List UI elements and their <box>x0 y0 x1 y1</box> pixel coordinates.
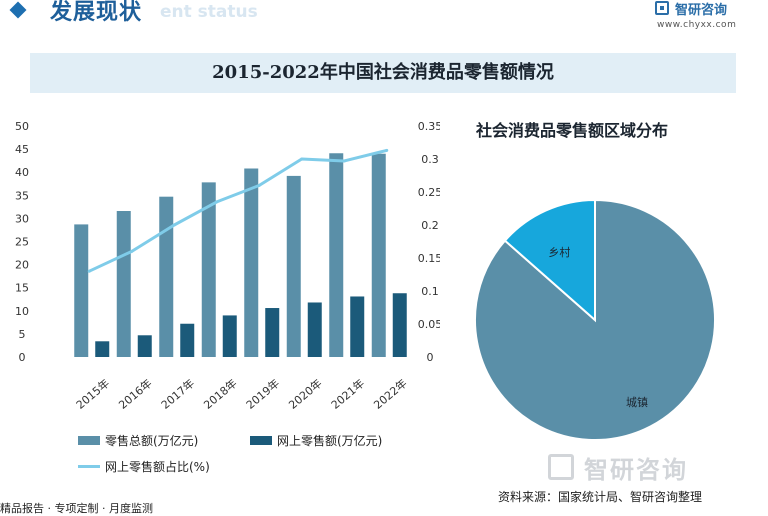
brand-logo: 智研咨询 www.chyxx.com <box>655 0 765 34</box>
y-right-tick-label-0: 0 <box>427 351 434 364</box>
ratio-point-6 <box>342 159 346 163</box>
legend-item-online: 网上零售额(万亿元) <box>250 432 382 449</box>
bar-total-4 <box>244 168 259 357</box>
watermark-logo: 智研咨询 <box>548 450 748 484</box>
y-left-tick-label-3: 15 <box>15 282 29 295</box>
x-tick-label-3: 2018年 <box>201 376 240 412</box>
chart-legend: 零售总额(万亿元) 网上零售额(万亿元) 网上零售额占比(%) <box>70 432 450 482</box>
pie-label-0: 城镇 <box>626 395 648 409</box>
legend-label-total: 零售总额(万亿元) <box>105 434 199 448</box>
ratio-point-3 <box>215 200 219 204</box>
y-left-tick-label-5: 25 <box>15 236 29 249</box>
bar-total-5 <box>286 175 301 357</box>
bar-total-2 <box>159 196 174 357</box>
bar-online-3 <box>222 315 237 357</box>
bar-online-5 <box>307 302 322 357</box>
bar-online-6 <box>350 296 365 357</box>
ratio-point-5 <box>300 157 304 161</box>
x-tick-label-1: 2016年 <box>116 376 155 412</box>
pie-label-1: 乡村 <box>548 245 570 259</box>
pie-chart: 城镇 乡村 <box>474 198 716 441</box>
section-title: 发展现状 <box>50 0 143 25</box>
data-source: 资料来源：国家统计局、智研咨询整理 <box>498 490 703 504</box>
chart-main-title: 2015-2022年中国社会消费品零售额情况 <box>212 62 554 83</box>
legend-swatch-total <box>78 436 100 445</box>
ratio-point-0 <box>87 269 91 273</box>
legend-label-online: 网上零售额(万亿元) <box>277 434 383 448</box>
bar-total-7 <box>371 153 386 357</box>
y-left-tick-label-0: 0 <box>19 351 26 364</box>
x-tick-label-0: 2015年 <box>73 376 112 412</box>
ratio-point-4 <box>257 183 261 187</box>
x-tick-label-4: 2019年 <box>243 376 282 412</box>
y-right-tick-label-5: 0.25 <box>418 186 440 199</box>
legend-label-ratio: 网上零售额占比(%) <box>105 460 210 474</box>
brand-mark-icon <box>655 1 669 15</box>
ratio-point-1 <box>130 249 134 253</box>
bar-total-0 <box>74 224 89 357</box>
legend-item-ratio: 网上零售额占比(%) <box>78 458 210 475</box>
y-left-tick-label-6: 30 <box>15 212 29 225</box>
bar-online-0 <box>95 341 110 357</box>
watermark-mark-icon <box>548 454 574 480</box>
y-left-tick-label-9: 45 <box>15 143 29 156</box>
pie-chart-title: 社会消费品零售额区域分布 <box>476 121 669 140</box>
y-right-tick-label-6: 0.3 <box>421 153 439 166</box>
x-tick-label-7: 2022年 <box>371 376 410 412</box>
y-left-tick-label-10: 50 <box>15 120 29 133</box>
ratio-line <box>88 148 388 273</box>
ratio-point-7 <box>385 148 389 152</box>
x-tick-label-6: 2021年 <box>328 376 367 412</box>
brand-url: www.chyxx.com <box>657 20 737 30</box>
legend-swatch-ratio <box>78 465 100 468</box>
bar-line-chart: 0 5 10 15 20 25 30 35 40 45 50 0 0.05 0.1 0.15 0.2 0.25 0… <box>15 120 440 412</box>
section-header: ent status 发展现状 智研咨询 www.chyxx.com <box>0 0 768 40</box>
y-right-tick-label-4: 0.2 <box>421 219 439 232</box>
x-tick-label-2: 2017年 <box>158 376 197 412</box>
section-subtitle: ent status <box>160 2 258 22</box>
y-right-tick-label-3: 0.15 <box>418 252 440 265</box>
y-left-tick-label-4: 20 <box>15 259 29 272</box>
ratio-point-2 <box>172 223 176 227</box>
x-tick-label-5: 2020年 <box>286 376 325 412</box>
y-right-tick-label-7: 0.35 <box>418 120 440 133</box>
bar-online-1 <box>137 335 152 357</box>
y-left-tick-label-8: 40 <box>15 166 29 179</box>
y-left-tick-label-2: 10 <box>15 305 29 318</box>
bar-online-7 <box>392 293 407 357</box>
y-right-tick-label-2: 0.1 <box>421 285 439 298</box>
diamond-icon <box>9 1 27 19</box>
bar-online-4 <box>265 308 280 357</box>
brand-name: 智研咨询 <box>675 3 728 18</box>
legend-item-total: 零售总额(万亿元) <box>78 432 198 449</box>
bar-total-3 <box>201 182 216 357</box>
y-left-tick-label-7: 35 <box>15 189 29 202</box>
bar-online-2 <box>180 323 195 357</box>
legend-swatch-online <box>250 436 272 445</box>
chart-title-banner: 2015-2022年中国社会消费品零售额情况 <box>30 53 736 93</box>
footer-tagline: 精品报告 · 专项定制 · 月度监测 <box>0 502 153 515</box>
bar-total-1 <box>116 211 131 357</box>
pie-slice-1 <box>503 198 596 323</box>
y-left-tick-label-1: 5 <box>19 328 26 341</box>
y-right-tick-label-1: 0.05 <box>418 318 440 331</box>
bar-total-6 <box>329 153 344 357</box>
watermark-name: 智研咨询 <box>584 456 688 484</box>
